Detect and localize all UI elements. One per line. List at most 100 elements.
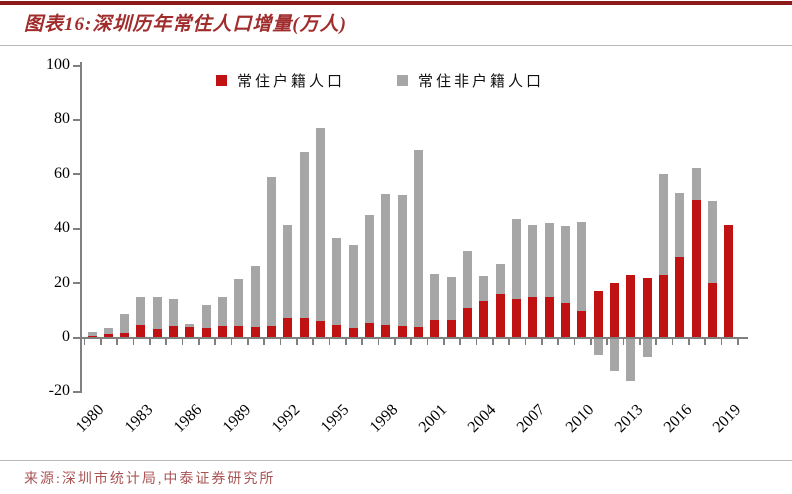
x-axis-tick-label: 2010	[562, 401, 598, 436]
x-axis-tick	[541, 339, 543, 345]
x-axis-tick	[149, 339, 151, 345]
x-axis-tick	[573, 339, 576, 345]
legend-label-registered: 常住户籍人口	[236, 74, 345, 90]
bar-nonregistered-1987	[201, 304, 211, 328]
bar-registered-2004	[479, 301, 489, 337]
x-axis-tick-label: 2016	[660, 401, 696, 436]
bar-registered-2010	[577, 310, 587, 337]
x-axis-tick	[279, 339, 282, 345]
y-axis-line	[80, 62, 82, 393]
x-axis-tick-label: 1998	[366, 401, 402, 436]
bar-registered-2017	[691, 200, 701, 337]
x-axis-tick-label: 1986	[170, 401, 206, 436]
x-axis-tick	[524, 339, 527, 345]
bar-nonregistered-2001	[430, 273, 440, 321]
bar-nonregistered-2007	[528, 224, 538, 297]
x-axis-tick	[263, 339, 265, 345]
figure-title: 图表16:深圳历年常住人口增量(万人)	[24, 14, 347, 35]
x-axis-tick	[361, 339, 363, 345]
y-axis-tick-label: 0	[62, 328, 70, 345]
x-axis-tick	[165, 339, 167, 345]
title-divider-rule	[0, 45, 792, 46]
top-border-rule	[0, 1, 792, 5]
x-axis-tick	[475, 339, 478, 345]
x-axis-tick-label: 2013	[611, 401, 647, 436]
bar-registered-2019	[724, 224, 734, 337]
bar-registered-2013	[626, 274, 636, 337]
x-axis-tick	[704, 339, 706, 345]
x-axis-tick	[181, 339, 184, 345]
bar-registered-1981	[103, 334, 113, 337]
x-axis-tick-label: 2004	[464, 401, 500, 436]
bar-nonregistered-1988	[218, 297, 228, 327]
legend-item-nonregistered: 常住非户籍人口	[397, 70, 544, 91]
x-axis-tick-label: 1983	[121, 401, 157, 436]
bar-registered-1984	[152, 328, 162, 337]
x-axis-tick-label: 1992	[268, 401, 304, 436]
y-axis-tick	[73, 227, 80, 230]
x-axis-tick	[606, 339, 608, 345]
bar-registered-1988	[218, 326, 228, 337]
x-axis-tick	[214, 339, 216, 345]
bar-nonregistered-2012	[610, 339, 620, 371]
bar-nonregistered-1999	[397, 195, 407, 327]
bar-registered-1996	[348, 327, 358, 337]
bar-registered-1986	[185, 327, 195, 337]
x-axis-tick	[508, 339, 510, 345]
bar-registered-1990	[250, 327, 260, 337]
bar-nonregistered-1980	[87, 331, 97, 336]
y-axis-tick	[73, 336, 80, 339]
x-axis-tick	[459, 339, 461, 345]
bar-registered-1999	[397, 326, 407, 337]
bar-registered-1995	[332, 325, 342, 337]
y-axis-tick-label: 20	[54, 273, 70, 291]
bar-nonregistered-1990	[250, 265, 260, 328]
bar-nonregistered-2005	[495, 263, 505, 295]
bar-nonregistered-1985	[169, 298, 179, 327]
bar-nonregistered-1981	[103, 327, 113, 335]
x-axis-tick	[426, 339, 429, 345]
x-axis-tick	[492, 339, 494, 345]
x-axis-tick-label: 1995	[317, 401, 353, 436]
x-axis-tick	[671, 339, 674, 345]
y-axis-tick-label: 80	[54, 110, 70, 128]
bar-nonregistered-1995	[332, 237, 342, 326]
x-axis-tick	[83, 339, 86, 345]
bar-nonregistered-2010	[577, 222, 587, 311]
y-axis-tick	[73, 390, 80, 393]
y-axis-tick	[73, 64, 80, 67]
bar-registered-2001	[430, 320, 440, 337]
bar-nonregistered-2006	[512, 218, 522, 299]
x-axis-tick	[296, 339, 298, 345]
bar-registered-2009	[561, 303, 571, 337]
legend-swatch-registered	[215, 75, 227, 86]
bar-registered-2018	[708, 282, 718, 337]
y-axis-tick-label: -20	[48, 382, 70, 400]
bar-nonregistered-2008	[544, 223, 554, 297]
bar-registered-1980	[87, 335, 97, 337]
bar-registered-2000	[414, 326, 424, 337]
bar-nonregistered-1984	[152, 297, 162, 329]
x-axis-tick	[688, 339, 690, 345]
x-axis-tick	[116, 339, 118, 345]
bar-nonregistered-2011	[593, 339, 603, 356]
bar-nonregistered-2017	[691, 168, 701, 201]
bar-nonregistered-1982	[120, 314, 130, 333]
x-axis-tick	[312, 339, 314, 345]
bar-nonregistered-1996	[348, 245, 358, 328]
y-axis-tick-label: 40	[54, 219, 70, 237]
bar-registered-2005	[495, 294, 505, 337]
x-axis-tick	[198, 339, 200, 345]
footer-divider-rule	[0, 460, 792, 461]
y-axis-tick-label: 60	[54, 164, 70, 182]
x-axis-tick-label: 2019	[709, 401, 745, 436]
y-axis-tick	[73, 282, 80, 285]
bar-registered-1985	[169, 326, 179, 337]
bar-registered-1983	[136, 324, 146, 337]
bar-registered-2007	[528, 297, 538, 337]
bar-registered-1982	[120, 332, 130, 337]
bar-nonregistered-2003	[463, 250, 473, 309]
legend-label-nonregistered: 常住非户籍人口	[418, 74, 545, 90]
y-axis-tick-label: 100	[46, 56, 70, 73]
